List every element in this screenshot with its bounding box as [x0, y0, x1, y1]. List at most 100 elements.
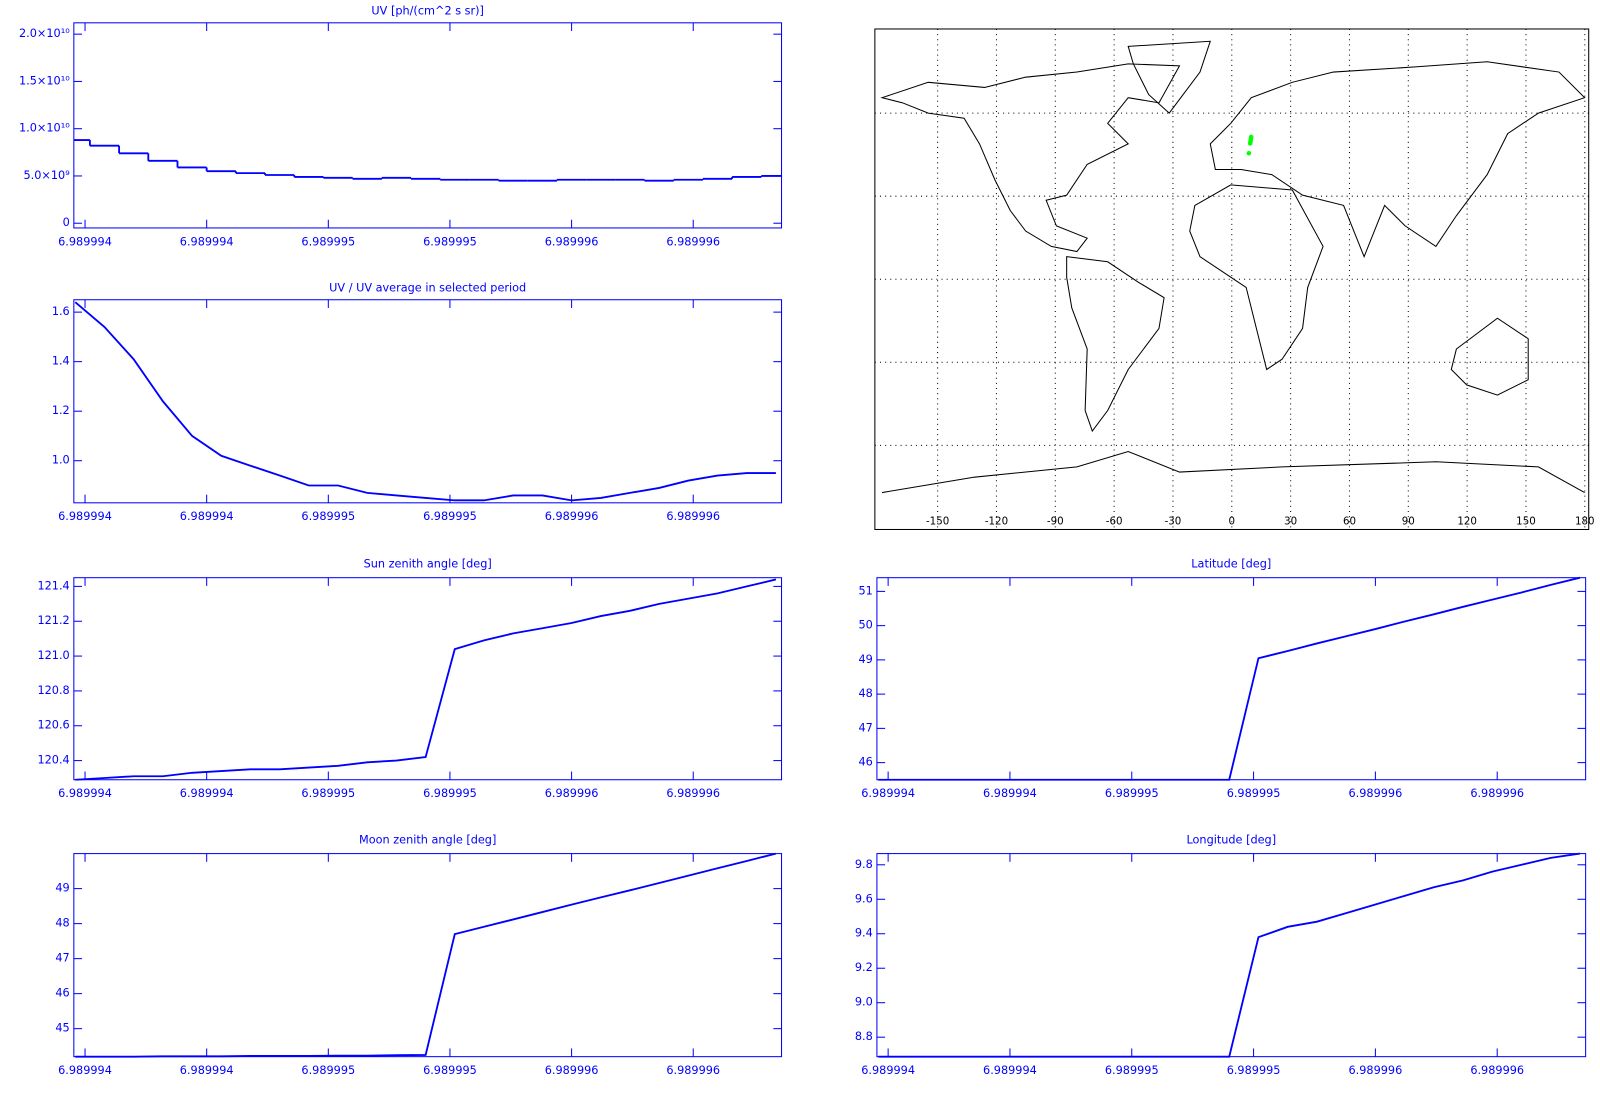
- x-tick-label: 6.989994: [180, 787, 234, 800]
- chart-title: Sun zenith angle [deg]: [364, 557, 492, 570]
- x-tick-label: 6.989996: [666, 787, 720, 800]
- x-tick-label: 6.989994: [180, 235, 234, 248]
- y-tick-label: 120.4: [37, 754, 69, 767]
- y-tick-label: 46: [55, 987, 69, 1000]
- y-tick-label: 1.2: [52, 404, 70, 417]
- x-tick-label: 6.989994: [180, 510, 234, 523]
- y-tick-label: 48: [858, 687, 872, 700]
- y-tick-label: 9.6: [855, 892, 873, 905]
- track-point: [1248, 134, 1254, 140]
- data-line: [878, 852, 1581, 1058]
- y-tick-label: 49: [55, 882, 69, 895]
- plot-frame: [73, 299, 783, 504]
- x-tick-label: 120: [1457, 515, 1477, 527]
- y-tick-label: 48: [55, 917, 69, 930]
- x-tick-label: 6.989996: [1349, 1064, 1403, 1077]
- x-tick-label: 6.989995: [1227, 1064, 1281, 1077]
- y-tick-label: 1.4: [52, 355, 70, 368]
- x-tick-label: -150: [926, 515, 949, 527]
- x-tick-label: 6.989995: [1227, 787, 1281, 800]
- y-tick-label: 46: [858, 756, 872, 769]
- y-tick-label: 8.8: [855, 1030, 873, 1043]
- plot-frame: [73, 22, 783, 229]
- x-tick-label: 6.989994: [983, 1064, 1037, 1077]
- data-line: [75, 578, 777, 781]
- y-tick-label: 47: [858, 721, 872, 734]
- x-tick-label: 6.989995: [423, 1064, 477, 1077]
- data-line: [878, 576, 1581, 781]
- coastlines: [880, 40, 1586, 494]
- chart-title: Moon zenith angle [deg]: [359, 833, 496, 846]
- x-tick-label: -60: [1106, 515, 1123, 527]
- y-tick-label: 120.6: [37, 719, 69, 732]
- y-tick-label: 47: [55, 952, 69, 965]
- x-tick-label: 30: [1284, 515, 1297, 527]
- x-tick-label: 6.989995: [301, 510, 355, 523]
- y-tick-label: 121.2: [37, 614, 69, 627]
- y-tick-label: 9.2: [855, 961, 873, 974]
- south-america: [1066, 256, 1165, 433]
- x-tick-label: 6.989995: [1105, 1064, 1159, 1077]
- data-line: [74, 301, 776, 502]
- chart-title: Latitude [deg]: [1191, 557, 1271, 570]
- x-tick-label: 6.989996: [666, 235, 720, 248]
- x-tick-label: 6.989994: [861, 787, 915, 800]
- x-tick-label: 6.989994: [180, 1064, 234, 1077]
- x-tick-label: 6.989995: [423, 787, 477, 800]
- y-tick-label: 2.0×10¹⁰: [19, 27, 70, 40]
- map-frame: [874, 28, 1590, 530]
- x-tick-label: 6.989996: [545, 510, 599, 523]
- x-tick-label: 6.989995: [301, 787, 355, 800]
- north-america: [880, 63, 1181, 253]
- chart-title: UV / UV average in selected period: [329, 281, 526, 294]
- x-tick-label: 6.989994: [861, 1064, 915, 1077]
- x-tick-label: 6.989996: [666, 510, 720, 523]
- greenland: [1127, 40, 1211, 114]
- track-point: [1246, 151, 1252, 156]
- plot-frame: [73, 577, 783, 781]
- chart-title: Longitude [deg]: [1186, 833, 1276, 846]
- eurasia: [1209, 61, 1586, 259]
- x-tick-label: 6.989996: [1349, 787, 1403, 800]
- y-tick-label: 120.8: [37, 684, 69, 697]
- plot-frame: [876, 577, 1587, 781]
- x-tick-label: 6.989994: [58, 787, 112, 800]
- y-tick-label: 1.0: [52, 454, 70, 467]
- x-tick-label: 6.989996: [1470, 787, 1524, 800]
- australia: [1450, 317, 1529, 396]
- x-tick-label: 90: [1402, 515, 1415, 527]
- plot-frame: [876, 853, 1587, 1058]
- x-tick-label: 0: [1229, 515, 1236, 527]
- y-tick-label: 9.8: [855, 858, 873, 871]
- x-tick-label: 6.989996: [545, 1064, 599, 1077]
- x-tick-label: -120: [985, 515, 1008, 527]
- y-tick-label: 121.4: [37, 579, 69, 592]
- y-tick-label: 1.6: [52, 305, 70, 318]
- x-tick-label: 6.989995: [301, 1064, 355, 1077]
- y-tick-label: 1.5×10¹⁰: [19, 74, 70, 87]
- plot-frame: [73, 853, 783, 1058]
- antarctica: [881, 450, 1585, 494]
- x-tick-label: 6.989996: [545, 235, 599, 248]
- y-tick-label: 5.0×10⁹: [24, 169, 71, 182]
- x-tick-label: 180: [1575, 515, 1595, 527]
- y-tick-label: 51: [858, 584, 872, 597]
- x-tick-label: -90: [1047, 515, 1064, 527]
- x-tick-label: 60: [1343, 515, 1356, 527]
- y-tick-label: 121.0: [37, 649, 69, 662]
- x-tick-label: 6.989994: [983, 787, 1037, 800]
- y-tick-label: 9.4: [855, 927, 873, 940]
- x-tick-label: -30: [1165, 515, 1182, 527]
- x-tick-label: 6.989996: [545, 787, 599, 800]
- x-tick-label: 150: [1516, 515, 1536, 527]
- y-tick-label: 50: [858, 619, 872, 632]
- x-tick-label: 6.989994: [58, 1064, 112, 1077]
- x-tick-label: 6.989996: [666, 1064, 720, 1077]
- y-tick-label: 0: [63, 216, 70, 229]
- x-tick-label: 6.989994: [58, 235, 112, 248]
- x-tick-label: 6.989994: [58, 510, 112, 523]
- x-tick-label: 6.989996: [1470, 1064, 1524, 1077]
- y-tick-label: 45: [55, 1022, 69, 1035]
